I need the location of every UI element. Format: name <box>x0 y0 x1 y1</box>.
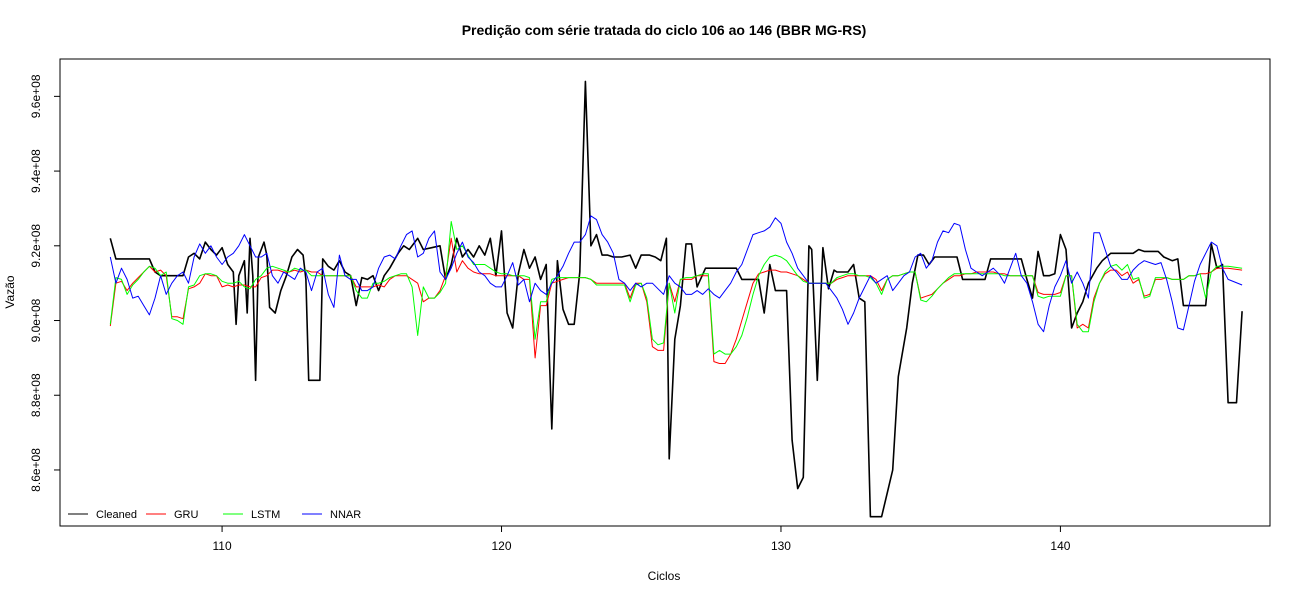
legend-label-nnar: NNAR <box>330 509 361 521</box>
y-axis-title: Vazão <box>3 275 17 308</box>
y-tick-label-2: 9.0e+08 <box>29 298 43 342</box>
x-tick-label-110: 110 <box>213 539 232 553</box>
x-tick-label-130: 130 <box>771 539 791 553</box>
series-layer <box>109 80 1243 518</box>
legend: Cleaned GRU LSTM NNAR <box>68 509 361 521</box>
chart-title: Predição com série tratada do ciclo 106 … <box>462 22 867 38</box>
y-axis: 8.6e+08 8.8e+08 9.0e+08 9.2e+08 9.4e+08 9.6e+… <box>29 74 60 492</box>
y-tick-label-4: 9.4e+08 <box>29 149 43 193</box>
x-axis: 110 120 130 140 <box>213 526 1071 553</box>
legend-label-gru: GRU <box>174 509 199 521</box>
series-line-gru <box>109 237 1243 364</box>
y-tick-label-3: 9.2e+08 <box>29 224 43 268</box>
y-tick-label-5: 9.6e+08 <box>29 74 43 118</box>
series-line-nnar <box>109 215 1243 333</box>
x-tick-label-140: 140 <box>1050 539 1070 553</box>
y-tick-label-1: 8.8e+08 <box>29 373 43 417</box>
series-line-lstm <box>109 221 1243 355</box>
series-line-cleaned <box>109 80 1243 518</box>
x-axis-title: Ciclos <box>648 569 681 583</box>
legend-label-lstm: LSTM <box>251 509 280 521</box>
legend-label-cleaned: Cleaned <box>96 509 137 521</box>
y-tick-label-0: 8.6e+08 <box>29 448 43 492</box>
x-tick-label-120: 120 <box>492 539 512 553</box>
plot-frame <box>59 58 1271 527</box>
